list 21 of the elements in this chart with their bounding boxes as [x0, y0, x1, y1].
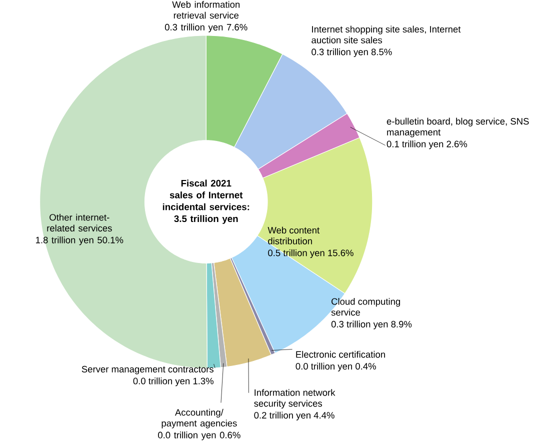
slice-label: Cloud computing service: [331, 298, 400, 316]
slice-label: Internet shopping site sales, Internet auction site sales: [312, 26, 461, 44]
slice-label: Web content distribution: [268, 226, 320, 244]
data-label: 0.5 trillion yen 15.6%: [268, 249, 354, 258]
slice-label: Information network security services: [254, 388, 336, 408]
slice-label: Electronic certification: [296, 350, 385, 358]
data-label: 1.8 trillion yen 50.1%: [36, 236, 124, 246]
data-label: 0.3 trillion yen 8.9%: [331, 320, 412, 330]
slice-label: e-bulletin board, blog service, SNS management: [386, 118, 529, 138]
data-label: 0.0 trillion yen 1.3%: [133, 377, 214, 386]
data-label: 0.2 trillion yen 4.4%: [254, 412, 334, 420]
data-label: 0.3 trillion yen 7.6%: [164, 24, 248, 32]
data-label: 0.1 trillion yen 2.6%: [386, 140, 468, 150]
data-label: 0.0 trillion yen 0.6%: [158, 431, 240, 440]
slice-label: Other internet-related services: [47, 214, 112, 232]
data-label: 0.3 trillion yen 8.5%: [312, 48, 392, 57]
slice-label: Web information retrieval service: [172, 0, 240, 19]
data-label: 0.0 trillion yen 0.4%: [296, 362, 376, 372]
slice-label: Accounting/ payment agencies: [162, 408, 237, 428]
slice-label: Server management contractors: [82, 366, 214, 374]
text: Fiscal 2021 sales of Internet incidental services: 3.5 trillion yen: [162, 180, 250, 224]
